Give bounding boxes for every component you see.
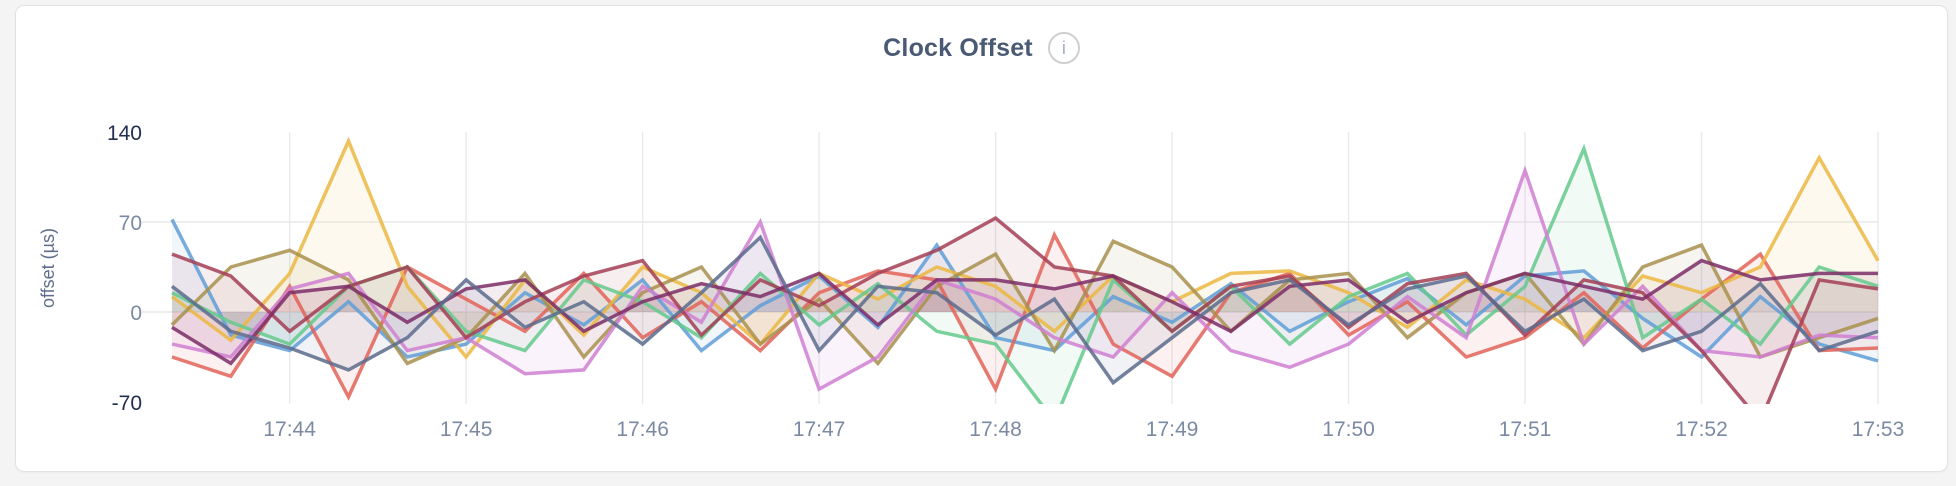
- series-line-9[interactable]: [170, 234, 1879, 386]
- series-line-5[interactable]: [171, 143, 1879, 422]
- x-tick-label: 17:50: [1322, 418, 1375, 441]
- y-tick-label: 140: [107, 122, 142, 145]
- x-tick-label: 17:51: [1499, 418, 1552, 441]
- card-header: Clock Offset i: [16, 32, 1947, 64]
- x-tick-label: 17:45: [440, 418, 493, 441]
- x-tick-label: 17:52: [1675, 418, 1728, 441]
- x-tick-label: 17:46: [616, 418, 669, 441]
- clock-offset-card: Clock Offset i: [15, 5, 1948, 472]
- y-axis-label: offset (µs): [38, 228, 58, 308]
- series-area-6: [172, 170, 1878, 390]
- x-tick-label: 17:44: [263, 418, 316, 441]
- series-line-4[interactable]: [170, 239, 1879, 367]
- series-line-7[interactable]: [171, 215, 1879, 421]
- x-tick-label: 17:48: [969, 418, 1022, 441]
- y-tick-label: 70: [119, 212, 142, 235]
- y-tick-label: 0: [130, 302, 142, 325]
- info-icon[interactable]: i: [1047, 32, 1080, 64]
- series-line-3[interactable]: [170, 136, 1880, 360]
- x-tick-label: 17:47: [793, 418, 846, 441]
- x-tick-label: 17:49: [1146, 418, 1199, 441]
- series-line-8[interactable]: [171, 258, 1878, 366]
- chart-title: Clock Offset: [883, 33, 1033, 62]
- y-tick-label: -70: [112, 392, 142, 415]
- x-tick-label: 17:53: [1852, 418, 1905, 441]
